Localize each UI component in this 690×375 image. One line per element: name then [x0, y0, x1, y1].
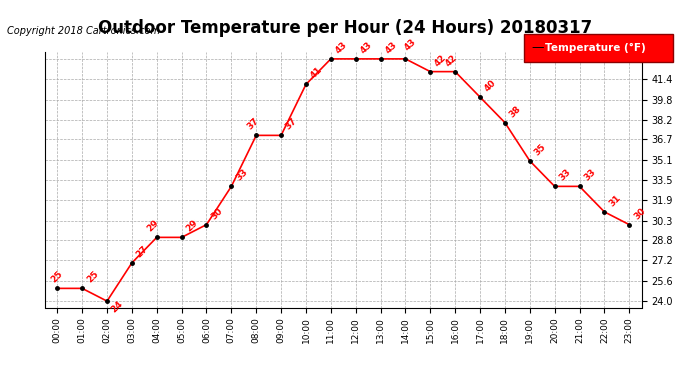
Text: 37: 37: [284, 117, 299, 132]
Text: 43: 43: [334, 40, 349, 56]
Text: 43: 43: [403, 37, 418, 52]
Text: 37: 37: [245, 117, 260, 132]
Text: 27: 27: [135, 244, 150, 260]
Text: 42: 42: [444, 53, 460, 68]
Text: Outdoor Temperature per Hour (24 Hours) 20180317: Outdoor Temperature per Hour (24 Hours) …: [98, 19, 592, 37]
Text: 30: 30: [209, 206, 224, 221]
Text: 29: 29: [184, 219, 199, 234]
Text: 33: 33: [234, 168, 249, 183]
Text: 43: 43: [384, 40, 399, 56]
Text: 29: 29: [146, 219, 161, 234]
Text: Copyright 2018 Cartronics.com: Copyright 2018 Cartronics.com: [7, 26, 160, 36]
Text: 24: 24: [110, 299, 125, 314]
Text: Temperature (°F): Temperature (°F): [545, 43, 646, 53]
Text: —: —: [531, 41, 544, 54]
Text: 33: 33: [558, 168, 573, 183]
Text: 42: 42: [433, 53, 448, 68]
Text: 38: 38: [508, 104, 523, 119]
Text: 41: 41: [308, 66, 324, 81]
Text: 31: 31: [607, 193, 622, 208]
Text: 35: 35: [533, 142, 548, 158]
Text: 43: 43: [359, 40, 374, 56]
Text: 33: 33: [582, 168, 598, 183]
Text: 25: 25: [49, 270, 64, 285]
Text: 40: 40: [483, 78, 498, 94]
Text: 25: 25: [85, 270, 100, 285]
Text: 30: 30: [632, 206, 647, 221]
